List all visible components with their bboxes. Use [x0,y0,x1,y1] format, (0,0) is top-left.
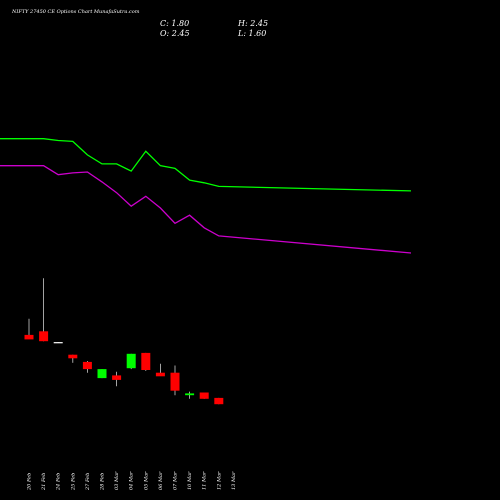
close-label: C: 1.80 [160,19,189,28]
x-tick-label: 07 Mar [173,471,179,490]
line-series-1 [0,138,412,192]
x-tick-label: 11 Mar [202,471,208,490]
x-tick-label: 13 Mar [231,471,237,490]
x-tick-label: 06 Mar [158,471,164,490]
x-tick-label: 03 Mar [114,471,120,490]
open-label: O: 2.45 [160,29,190,38]
high-label: H: 2.45 [237,19,268,28]
candle-body [68,354,78,359]
candle-body [141,352,151,370]
candle-body [39,331,49,342]
x-tick-label: 04 Mar [129,471,135,490]
x-tick-label: 27 Feb [85,473,91,491]
candle-body [24,334,34,340]
candle-body [53,342,63,344]
x-tick-label: 20 Feb [27,473,33,491]
x-axis-ticks: 20 Feb 21 Feb 24 Feb 25 Feb 27 Feb 28 Feb 03 M… [27,471,237,491]
x-tick-label: 21 Feb [41,473,47,491]
x-tick-label: 10 Mar [187,471,193,490]
candle-body [155,372,165,377]
candle-body [82,361,92,370]
candle-body [185,393,195,396]
candle-body [170,372,180,391]
chart-title: NIFTY 27450 CE Options Chart MunafaSutra… [11,9,140,15]
x-tick-label: 24 Feb [56,473,62,491]
x-tick-label: 12 Mar [216,471,222,490]
candle-body [126,353,136,369]
x-tick-label: 28 Feb [100,473,106,491]
x-tick-label: 25 Feb [70,473,76,491]
candles [24,278,224,405]
x-tick-label: 05 Mar [143,471,149,490]
candle-body [97,369,107,379]
line-series-2 [0,165,412,254]
candle-body [112,375,122,380]
candle-body [199,392,209,399]
moving-average-lines [0,138,412,254]
candle-body [214,397,224,405]
low-label: L: 1.60 [237,29,266,38]
